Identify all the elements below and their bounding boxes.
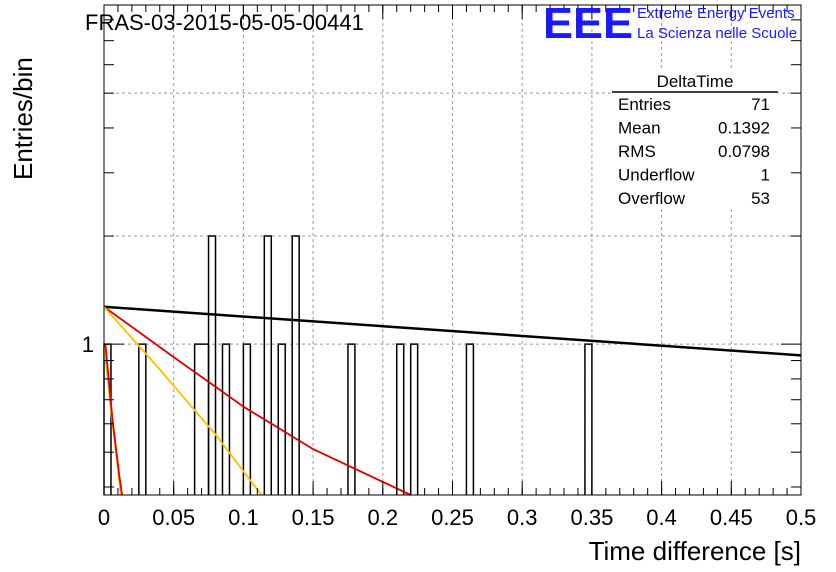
x-tick-label: 0.1 (228, 505, 259, 530)
stats-row-value: 1 (761, 166, 770, 185)
y-tick-label: 1 (82, 332, 94, 357)
stats-box: DeltaTime Entries 71 Mean 0.1392 RMS 0.0798 Un… (612, 68, 778, 208)
stats-row-value: 0.0798 (718, 142, 770, 161)
axis-ticks (103, 5, 802, 495)
y-tick-labels: 1 (82, 332, 94, 357)
histogram-bar (395, 343, 405, 495)
histogram-bar (347, 343, 356, 495)
fit-curve (103, 306, 412, 496)
histogram-bar (465, 343, 475, 495)
stats-row-label: Overflow (618, 189, 686, 208)
histogram-bar (277, 343, 286, 495)
histogram-bars (103, 235, 593, 495)
eee-logo: EEE Extreme Energy Events La Scienza nel… (543, 0, 797, 48)
x-tick-label: 0.05 (152, 505, 195, 530)
x-axis-label: Time difference [s] (589, 536, 801, 566)
histogram-bar (207, 235, 217, 495)
stats-row-label: Underflow (618, 166, 695, 185)
histogram-bar (138, 343, 147, 495)
stats-row-label: Entries (618, 95, 671, 114)
fit-curve (103, 305, 802, 357)
x-tick-label: 0 (98, 505, 110, 530)
logo-mark: EEE (543, 0, 633, 48)
x-tick-labels: 0 0.05 0.1 0.15 0.2 0.25 0.3 0.35 0.4 0.45 0.5 (98, 505, 816, 530)
stats-row-value: 71 (751, 95, 770, 114)
stats-row-value: 53 (751, 189, 770, 208)
histogram-bar (584, 343, 593, 495)
x-tick-label: 0.3 (507, 505, 538, 530)
stats-row-label: Mean (618, 119, 661, 138)
x-tick-label: 0.35 (570, 505, 613, 530)
fit-curves (103, 305, 802, 496)
x-tick-label: 0.2 (368, 505, 399, 530)
x-tick-label: 0.15 (292, 505, 335, 530)
histogram-bar (291, 235, 300, 495)
x-tick-label: 0.25 (431, 505, 474, 530)
fit-curve (104, 344, 123, 496)
stats-box-title: DeltaTime (657, 72, 734, 91)
x-tick-label: 0.5 (786, 505, 817, 530)
histogram-bar (263, 235, 273, 495)
logo-line-2: La Scienza nelle Scuole (637, 25, 797, 42)
logo-line-1: Extreme Energy Events (637, 5, 795, 22)
histogram-bar (221, 343, 231, 495)
stats-row-value: 0.1392 (718, 119, 770, 138)
histogram-bar (409, 343, 419, 495)
y-axis-label: Entries/bin (8, 57, 38, 180)
fit-curve (103, 306, 263, 496)
x-tick-label: 0.4 (646, 505, 677, 530)
histogram-bar (242, 343, 252, 495)
stats-row-label: RMS (618, 142, 656, 161)
chart-title: FRAS-03-2015-05-05-00441 (85, 10, 364, 35)
x-tick-label: 0.45 (710, 505, 753, 530)
